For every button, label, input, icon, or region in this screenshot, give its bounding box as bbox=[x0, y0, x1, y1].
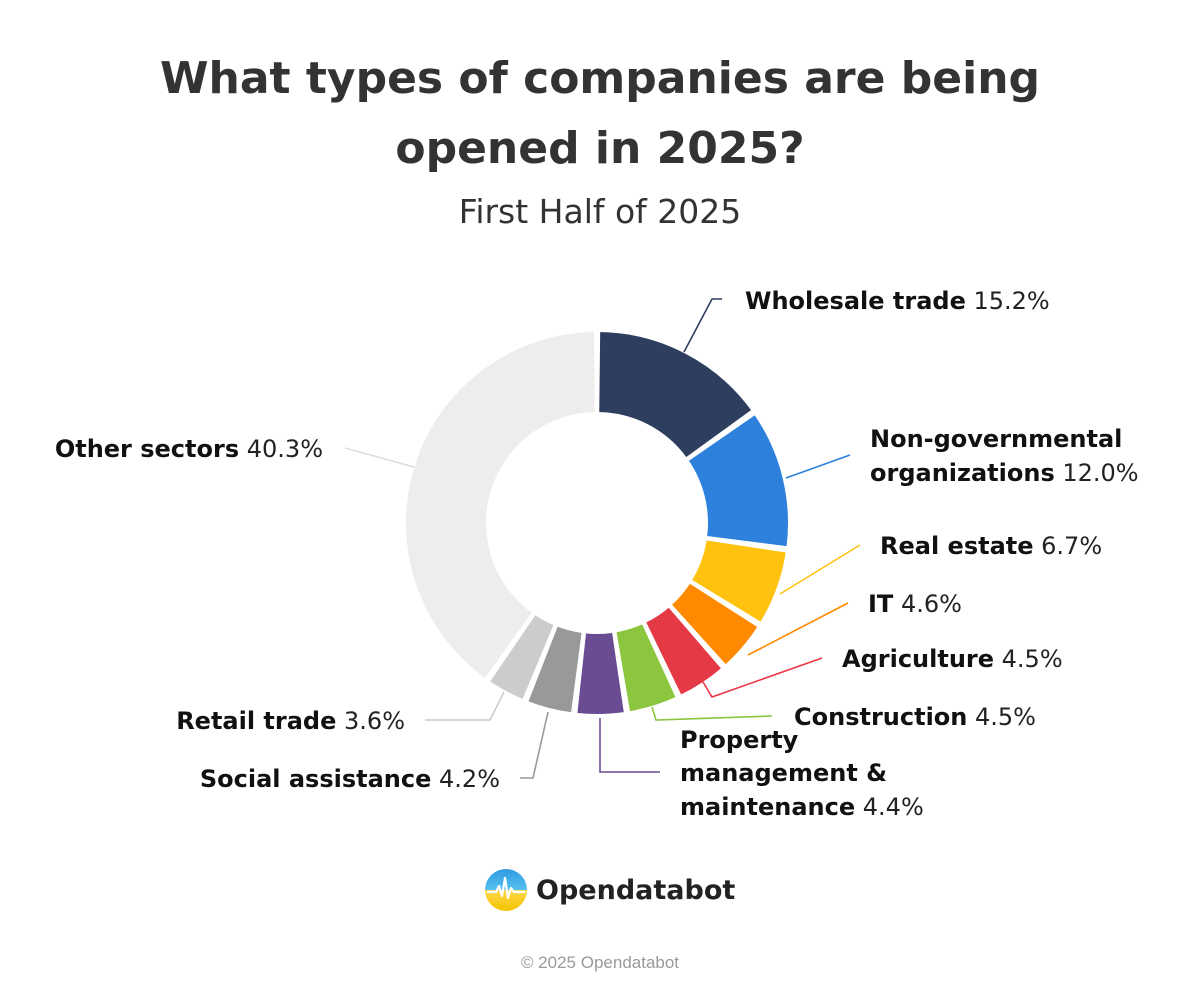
label-social-assistance: Social assistance 4.2% bbox=[200, 765, 500, 793]
label-property-management-and-maintenance: Property bbox=[680, 726, 799, 754]
value-it: 4.6% bbox=[893, 590, 962, 618]
label-non-governmental-organizations: Non-governmental bbox=[870, 425, 1122, 453]
label-non-governmental-organizations: organizations 12.0% bbox=[870, 459, 1139, 487]
label-other-sectors: Other sectors 40.3% bbox=[55, 435, 323, 463]
leader-lines bbox=[344, 298, 861, 779]
leader-line-wholesale-trade bbox=[683, 298, 722, 353]
leader-line-real-estate bbox=[779, 544, 861, 595]
label-wholesale-trade: Wholesale trade 15.2% bbox=[745, 287, 1050, 315]
slice-agriculture bbox=[643, 605, 724, 697]
leader-line-property-management-and-maintenance bbox=[599, 718, 660, 773]
value-non-governmental-organizations: 12.0% bbox=[1055, 459, 1139, 487]
leader-line-retail-trade bbox=[425, 691, 505, 721]
label-retail-trade: Retail trade 3.6% bbox=[176, 707, 405, 735]
value-construction: 4.5% bbox=[967, 703, 1036, 731]
slice-other-sectors bbox=[404, 330, 597, 681]
chart-title: What types of companies are being opened… bbox=[159, 53, 1041, 174]
donut-slices bbox=[404, 330, 790, 716]
leader-line-social-assistance bbox=[520, 711, 549, 779]
slice-labels: Wholesale trade 15.2% Non-governmental org… bbox=[55, 287, 1139, 821]
opendatabot-logo-icon bbox=[485, 869, 527, 911]
chart-subtitle: First Half of 2025 bbox=[458, 192, 742, 231]
value-wholesale-trade: 15.2% bbox=[966, 287, 1050, 315]
value-social-assistance: 4.2% bbox=[431, 765, 500, 793]
slice-it bbox=[669, 581, 760, 667]
label-property-management-and-maintenance: management & bbox=[680, 759, 887, 787]
leader-line-agriculture bbox=[702, 657, 823, 698]
brand-name: Opendatabot bbox=[536, 874, 736, 906]
slice-wholesale-trade bbox=[597, 330, 754, 460]
leader-line-non-governmental-organizations bbox=[785, 454, 851, 479]
label-it: IT 4.6% bbox=[868, 590, 962, 618]
label-real-estate: Real estate 6.7% bbox=[880, 532, 1102, 560]
label-agriculture: Agriculture 4.5% bbox=[842, 645, 1063, 673]
brand: Opendatabot bbox=[484, 868, 735, 912]
slice-social-assistance bbox=[526, 624, 584, 715]
label-property-management-and-maintenance: maintenance 4.4% bbox=[680, 793, 924, 821]
slice-non-governmental-organizations bbox=[686, 412, 790, 549]
value-retail-trade: 3.6% bbox=[336, 707, 405, 735]
value-other-sectors: 40.3% bbox=[239, 435, 323, 463]
slice-property-management-and-maintenance bbox=[575, 630, 626, 716]
leader-line-other-sectors bbox=[344, 447, 415, 468]
value-property-management-and-maintenance: 4.4% bbox=[855, 793, 924, 821]
value-real-estate: 6.7% bbox=[1034, 532, 1103, 560]
slice-retail-trade bbox=[487, 612, 556, 702]
slice-construction bbox=[614, 622, 678, 714]
leader-line-it bbox=[747, 602, 849, 656]
label-construction: Construction 4.5% bbox=[794, 703, 1036, 731]
value-agriculture: 4.5% bbox=[994, 645, 1063, 673]
copyright-footer: © 2025 Opendatabot bbox=[520, 953, 680, 972]
slice-real-estate bbox=[689, 538, 788, 625]
leader-line-construction bbox=[651, 706, 773, 721]
